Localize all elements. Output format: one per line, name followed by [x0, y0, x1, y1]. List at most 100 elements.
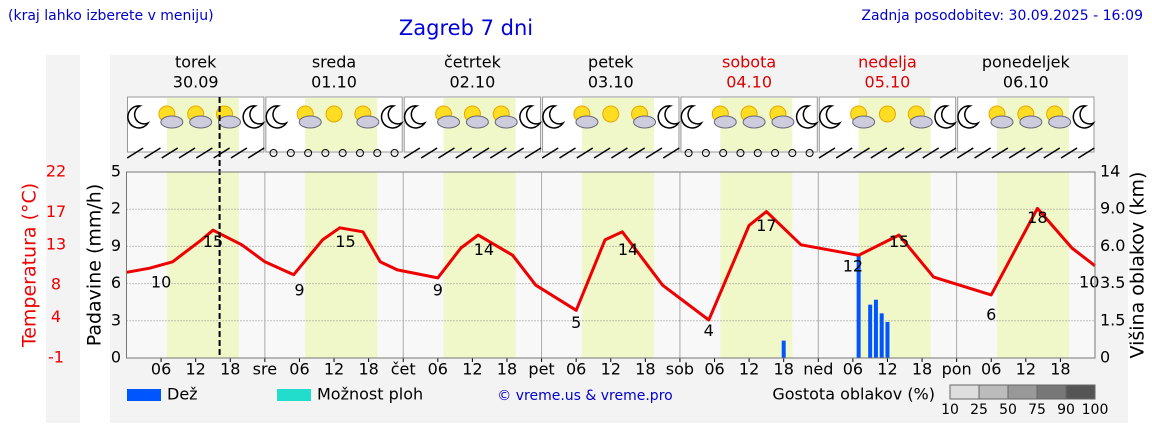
- precip-bar: [879, 313, 884, 358]
- x-tick-label: 06: [843, 360, 863, 379]
- cloud-icon: [160, 115, 184, 129]
- day-name: sreda: [312, 53, 356, 72]
- x-tick-label: 12: [185, 360, 205, 379]
- day-date: 30.09: [173, 73, 219, 92]
- x-tick-label: 06: [566, 360, 586, 379]
- wind-barb: [887, 147, 905, 159]
- moon-icon: [380, 105, 404, 129]
- legend-swatch: [127, 389, 161, 401]
- precip-tick-label: 5: [111, 162, 121, 181]
- moon-icon: [242, 105, 266, 129]
- legend-label: Možnost ploh: [317, 385, 423, 404]
- update-time: Zadnja posodobitev: 30.09.2025 - 16:09: [861, 8, 1143, 24]
- temp-annotation: 14: [474, 240, 494, 259]
- temp-annotation: 4: [704, 321, 714, 340]
- cloud-icon: [909, 115, 933, 129]
- daylight-band: [166, 172, 239, 358]
- wind-barb: [144, 147, 161, 159]
- wind-calm: [286, 149, 295, 157]
- cloud-axis-title: Višina oblakov (km): [1127, 172, 1149, 359]
- wind-barb: [1008, 147, 1026, 159]
- sun-icon: [878, 105, 896, 123]
- wind-barb: [939, 147, 957, 159]
- temp-annotation: 12: [843, 256, 863, 275]
- moon-icon: [795, 105, 819, 129]
- temperature-line: [126, 206, 1096, 322]
- cloud-icon: [575, 115, 599, 129]
- temp-annotation: 10: [1079, 273, 1099, 292]
- wind-barb: [247, 147, 265, 159]
- x-tick-label: 06: [151, 360, 171, 379]
- moon-icon: [680, 105, 704, 129]
- temp-tick-label: 13: [46, 234, 66, 253]
- temp-annotation: 15: [335, 232, 355, 251]
- cloud-icon: [437, 115, 461, 129]
- day-date: 02.10: [449, 73, 495, 92]
- cloud-legend-level: 75: [1028, 402, 1046, 418]
- legend-label: Dež: [167, 385, 198, 404]
- temp-tick-label: -1: [48, 348, 64, 367]
- cloud-icon: [356, 115, 380, 129]
- x-tick-label: sob: [666, 360, 694, 379]
- temp-annotation: 5: [571, 313, 581, 332]
- moon-icon: [542, 105, 566, 129]
- wind-barb: [213, 147, 231, 159]
- wind-barb: [161, 147, 179, 159]
- x-tick-label: 18: [497, 360, 517, 379]
- day-name: petek: [588, 53, 634, 72]
- temp-annotation: 10: [151, 273, 171, 292]
- cloud-legend-swatch: [949, 384, 980, 400]
- precip-tick-label: 3: [111, 310, 121, 329]
- day-date: 04.10: [726, 73, 772, 92]
- wind-barb: [1043, 147, 1061, 159]
- cloud-icon: [633, 115, 657, 129]
- cloud-icon: [1019, 115, 1043, 129]
- x-tick-label: 18: [220, 360, 240, 379]
- cloud-icon: [713, 115, 737, 129]
- day-date: 03.10: [588, 73, 634, 92]
- temp-annotation: 14: [618, 240, 638, 259]
- temp-tick-label: 17: [46, 202, 66, 221]
- cloud-tick-label: 6.0: [1100, 236, 1125, 255]
- precip-tick-label: 9: [111, 236, 121, 255]
- wind-barb: [438, 147, 455, 159]
- wind-barb: [455, 147, 473, 159]
- menu-note: (kraj lahko izberete v meniju): [8, 8, 214, 24]
- day-name: torek: [175, 53, 217, 72]
- wind-barb: [1077, 147, 1095, 159]
- temp-annotation: 6: [986, 305, 996, 324]
- wind-barb: [472, 147, 490, 159]
- wind-calm: [719, 149, 728, 157]
- wind-barb: [628, 147, 646, 159]
- x-tick-label: 18: [1050, 360, 1070, 379]
- temp-axis-title: Temperatura (°C): [19, 183, 41, 348]
- x-tick-label: 06: [981, 360, 1001, 379]
- wind-barb: [922, 147, 940, 159]
- daylight-band: [581, 172, 654, 358]
- wind-barb: [230, 147, 248, 159]
- wind-barb: [853, 147, 870, 159]
- cloud-legend-level: 50: [999, 402, 1017, 418]
- cloud-icon: [990, 115, 1014, 129]
- precip-bar: [885, 322, 890, 358]
- cloud-legend-swatch: [1036, 384, 1067, 400]
- copyright: © vreme.us & vreme.pro: [497, 388, 672, 404]
- wind-barb: [645, 147, 663, 159]
- cloud-legend-level: 10: [941, 402, 959, 418]
- wind-calm: [701, 149, 710, 157]
- day-date: 06.10: [1003, 73, 1049, 92]
- cloud-legend-level: 25: [970, 402, 988, 418]
- moon-icon: [265, 105, 289, 129]
- left-panel: [46, 55, 80, 423]
- precip-tick-label: 0: [111, 348, 121, 367]
- cloud-tick-label: 14: [1100, 162, 1120, 181]
- temp-annotation: 15: [889, 232, 909, 251]
- x-tick-label: 06: [704, 360, 724, 379]
- temp-annotation: 9: [294, 281, 304, 300]
- temp-annotation: 9: [433, 281, 443, 300]
- x-tick-label: 06: [428, 360, 448, 379]
- temp-tick-label: 4: [51, 307, 61, 326]
- wind-calm: [771, 149, 780, 157]
- wind-barb: [870, 147, 888, 159]
- cloud-tick-label: 1.5: [1100, 310, 1125, 329]
